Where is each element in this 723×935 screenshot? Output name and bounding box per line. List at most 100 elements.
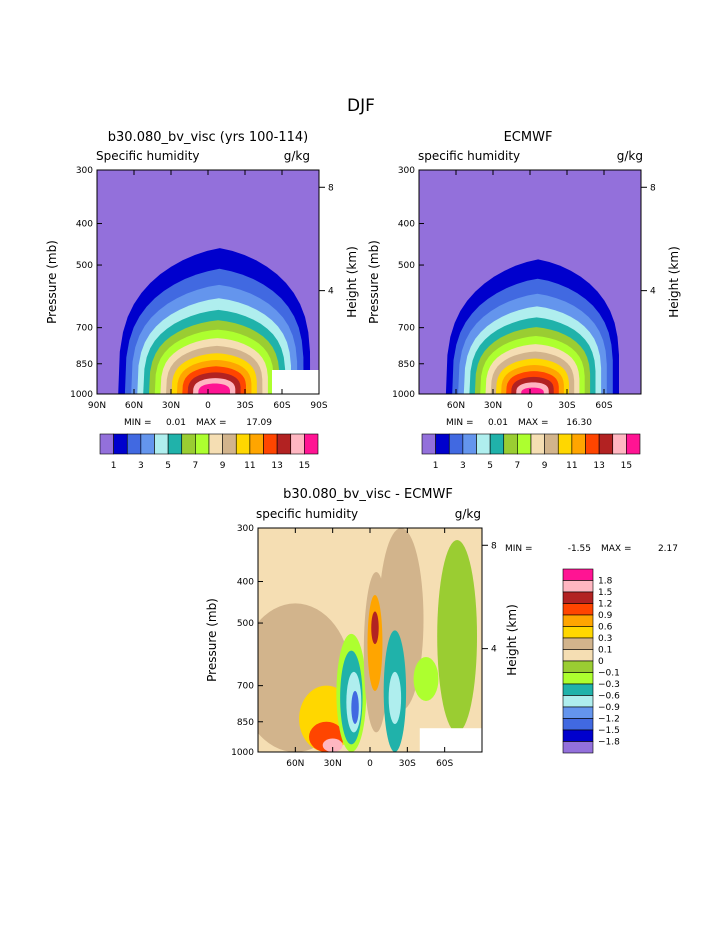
panel-diff: b30.080_bv_visc - ECMWF specific humidit… xyxy=(205,487,678,769)
height-tick-label: 8 xyxy=(650,183,656,193)
panel-diff-right-subtitle: g/kg xyxy=(455,507,481,521)
y-tick-label: 300 xyxy=(237,524,254,534)
panel-diff-ylabel: Pressure (mb) xyxy=(205,598,219,682)
colorbar-swatch xyxy=(562,695,594,708)
colorbar-label: −0.9 xyxy=(598,703,620,713)
colorbar-label: 3 xyxy=(138,461,144,471)
colorbar-swatch xyxy=(562,683,594,696)
colorbar-label: 13 xyxy=(271,461,282,471)
x-tick-label: 0 xyxy=(527,401,533,411)
missing-data-mask xyxy=(419,728,482,752)
y-tick-label: 1000 xyxy=(392,390,415,400)
colorbar-swatch xyxy=(562,672,594,685)
colorbar-label: 11 xyxy=(244,461,255,471)
colorbar-label: 0.3 xyxy=(598,634,612,644)
colorbar-swatch xyxy=(503,433,518,455)
colorbar-swatch xyxy=(562,706,594,719)
panel-model-min-label: MIN = xyxy=(124,418,152,428)
panel-model-colorbar: 1 3 5 7 9 11 13 15 xyxy=(99,433,319,471)
panel-model-ylabel: Pressure (mb) xyxy=(45,240,59,324)
colorbar-label: −0.6 xyxy=(598,692,620,702)
colorbar-swatch xyxy=(263,433,278,455)
x-tick-label: 0 xyxy=(367,759,373,769)
colorbar-label: 9 xyxy=(220,461,226,471)
colorbar-swatch xyxy=(562,637,594,650)
colorbar-swatch xyxy=(598,433,614,455)
x-tick-label: 60S xyxy=(595,401,612,411)
colorbar-swatch xyxy=(448,433,464,455)
panel-ecmwf-right-subtitle: g/kg xyxy=(617,149,643,163)
x-tick-label: 90N xyxy=(88,401,106,411)
y-tick-label: 700 xyxy=(76,324,93,334)
colorbar-swatch xyxy=(462,433,477,455)
colorbar-label: 1 xyxy=(111,461,117,471)
colorbar-swatch xyxy=(290,433,305,455)
y-tick-label: 300 xyxy=(398,166,415,176)
height-tick-label: 8 xyxy=(491,541,497,551)
colorbar-swatch xyxy=(562,729,594,742)
colorbar-swatch xyxy=(435,433,450,455)
colorbar-label: 11 xyxy=(566,461,577,471)
colorbar-swatch xyxy=(562,591,594,604)
panel-model-plot xyxy=(97,170,319,394)
diff-band xyxy=(413,656,439,701)
colorbar-swatch xyxy=(612,433,627,455)
x-tick-label: 30S xyxy=(236,401,253,411)
height-tick-label: 4 xyxy=(328,287,334,297)
panel-model-ylabel-right: Height (km) xyxy=(345,246,359,317)
y-tick-label: 400 xyxy=(237,578,254,588)
colorbar-swatch xyxy=(562,580,594,593)
y-tick-label: 500 xyxy=(237,619,254,629)
colorbar-swatch xyxy=(167,433,183,455)
colorbar-swatch xyxy=(571,433,586,455)
panel-ecmwf-max-label: MAX = xyxy=(518,418,549,428)
colorbar-swatch xyxy=(517,433,532,455)
x-tick-label: 60N xyxy=(286,759,304,769)
y-tick-label: 1000 xyxy=(70,390,93,400)
colorbar-label: 3 xyxy=(460,461,466,471)
figure-title: DJF xyxy=(347,96,375,116)
colorbar-swatch xyxy=(562,660,594,673)
colorbar-label: 0.9 xyxy=(598,611,613,621)
panel-ecmwf-left-subtitle: specific humidity xyxy=(418,149,520,163)
y-tick-label: 850 xyxy=(398,360,415,370)
colorbar-label: 1.5 xyxy=(598,588,612,598)
diff-band xyxy=(437,540,478,733)
colorbar-swatch xyxy=(562,603,594,616)
colorbar-swatch xyxy=(304,433,319,455)
colorbar-label: 13 xyxy=(593,461,604,471)
panel-model: b30.080_bv_visc (yrs 100-114) Specific h… xyxy=(45,130,359,471)
missing-data-mask xyxy=(272,370,319,394)
colorbar-label: 0.6 xyxy=(598,623,613,633)
colorbar-label: 1.8 xyxy=(598,577,613,587)
colorbar-swatch xyxy=(562,614,594,627)
panel-diff-plot xyxy=(258,528,482,752)
colorbar-swatch xyxy=(181,433,196,455)
colorbar-swatch xyxy=(530,433,545,455)
colorbar-swatch xyxy=(562,568,594,581)
y-tick-label: 700 xyxy=(398,324,415,334)
colorbar-label: 15 xyxy=(299,461,310,471)
contour-band xyxy=(198,383,230,394)
colorbar-swatch xyxy=(562,626,594,639)
x-tick-label: 30N xyxy=(484,401,502,411)
colorbar-label: 0 xyxy=(598,657,604,667)
panel-diff-max-label: MAX = xyxy=(601,544,632,554)
panel-ecmwf-max-value: 16.30 xyxy=(566,418,592,428)
colorbar-swatch xyxy=(489,433,505,455)
colorbar-swatch xyxy=(585,433,600,455)
colorbar-label: 7 xyxy=(193,461,199,471)
y-tick-label: 500 xyxy=(76,261,93,271)
panel-model-left-subtitle: Specific humidity xyxy=(96,149,200,163)
panel-ecmwf-min-label: MIN = xyxy=(446,418,474,428)
x-tick-label: 0 xyxy=(205,401,211,411)
colorbar-label: −1.2 xyxy=(598,715,620,725)
y-tick-label: 700 xyxy=(237,682,254,692)
colorbar-swatch xyxy=(195,433,210,455)
panel-ecmwf-ylabel-right: Height (km) xyxy=(667,246,681,317)
y-tick-label: 400 xyxy=(398,220,415,230)
panel-model-max-value: 17.09 xyxy=(246,418,272,428)
height-tick-label: 4 xyxy=(491,645,497,655)
contour-band xyxy=(521,387,544,394)
